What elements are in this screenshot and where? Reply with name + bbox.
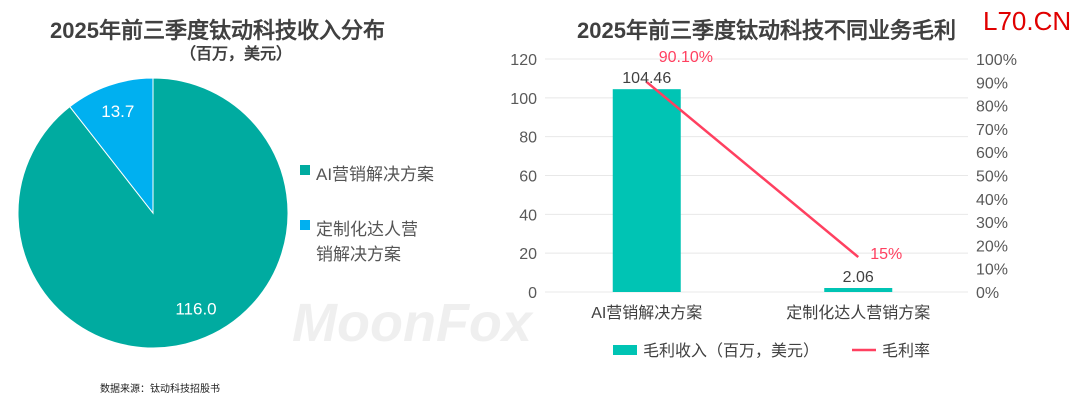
pie-data-label: 13.7 bbox=[101, 102, 134, 121]
watermark: MoonFox bbox=[292, 293, 532, 353]
y2-tick-label: 0% bbox=[976, 285, 999, 302]
legend-label-line: 毛利率 bbox=[882, 342, 930, 360]
y2-tick-label: 20% bbox=[976, 238, 1008, 255]
bar-data-label: 104.46 bbox=[622, 70, 671, 87]
bar bbox=[824, 288, 893, 292]
y2-tick-label: 10% bbox=[976, 262, 1008, 279]
y2-tick-label: 80% bbox=[976, 99, 1008, 116]
y2-tick-label: 70% bbox=[976, 122, 1008, 139]
bar-title: 2025年前三季度钛动科技不同业务毛利 bbox=[577, 18, 956, 43]
y-tick-label: 100 bbox=[510, 91, 537, 108]
pie-title: 2025年前三季度钛动科技收入分布 bbox=[50, 18, 385, 43]
pie-chart: 116.0 13.7 bbox=[17, 77, 289, 349]
legend-label-bar: 毛利收入（百万，美元） bbox=[643, 342, 819, 360]
y2-tick-label: 90% bbox=[976, 75, 1008, 92]
legend-swatch bbox=[300, 220, 310, 230]
y2-tick-label: 60% bbox=[976, 145, 1008, 162]
legend-swatch-bar bbox=[613, 345, 637, 355]
y2-tick-label: 30% bbox=[976, 215, 1008, 232]
y2-tick-label: 100% bbox=[976, 52, 1017, 69]
bar-data-label: 2.06 bbox=[843, 269, 874, 286]
bar bbox=[612, 89, 681, 293]
legend-label: 定制化达人营销解决方案 bbox=[316, 220, 418, 264]
y-tick-label: 20 bbox=[519, 246, 537, 263]
x-tick-label: AI营销解决方案 bbox=[591, 304, 702, 322]
y-tick-label: 40 bbox=[519, 207, 537, 224]
pie-data-label: 116.0 bbox=[175, 300, 216, 319]
y-tick-label: 120 bbox=[510, 52, 537, 69]
legend-label: AI营销解决方案 bbox=[316, 165, 435, 184]
bar-chart: 0 20 40 60 80 100 120 0% 10% 20% 30% 40% 50% 60% 70% 80… bbox=[510, 49, 1017, 360]
legend-item-ai: AI营销解决方案 bbox=[300, 160, 434, 185]
legend-item-custom: 定制化达人营销解决方案 bbox=[300, 215, 430, 265]
y-tick-label: 0 bbox=[528, 285, 537, 302]
x-tick-label: 定制化达人营销方案 bbox=[786, 304, 930, 322]
overlay-text: L70.CN bbox=[983, 6, 1072, 36]
y-tick-label: 80 bbox=[519, 130, 537, 147]
y2-tick-label: 40% bbox=[976, 192, 1008, 209]
line-data-label: 15% bbox=[870, 246, 902, 263]
pie-subtitle: （百万，美元） bbox=[180, 46, 293, 63]
pie-slice bbox=[69, 77, 154, 215]
source-note: 数据来源：钛动科技招股书 bbox=[100, 384, 220, 395]
line-data-label: 90.10% bbox=[659, 49, 713, 66]
legend-swatch bbox=[300, 165, 310, 175]
y-tick-label: 60 bbox=[519, 169, 537, 186]
margin-line bbox=[645, 81, 860, 259]
y2-tick-label: 50% bbox=[976, 169, 1008, 186]
